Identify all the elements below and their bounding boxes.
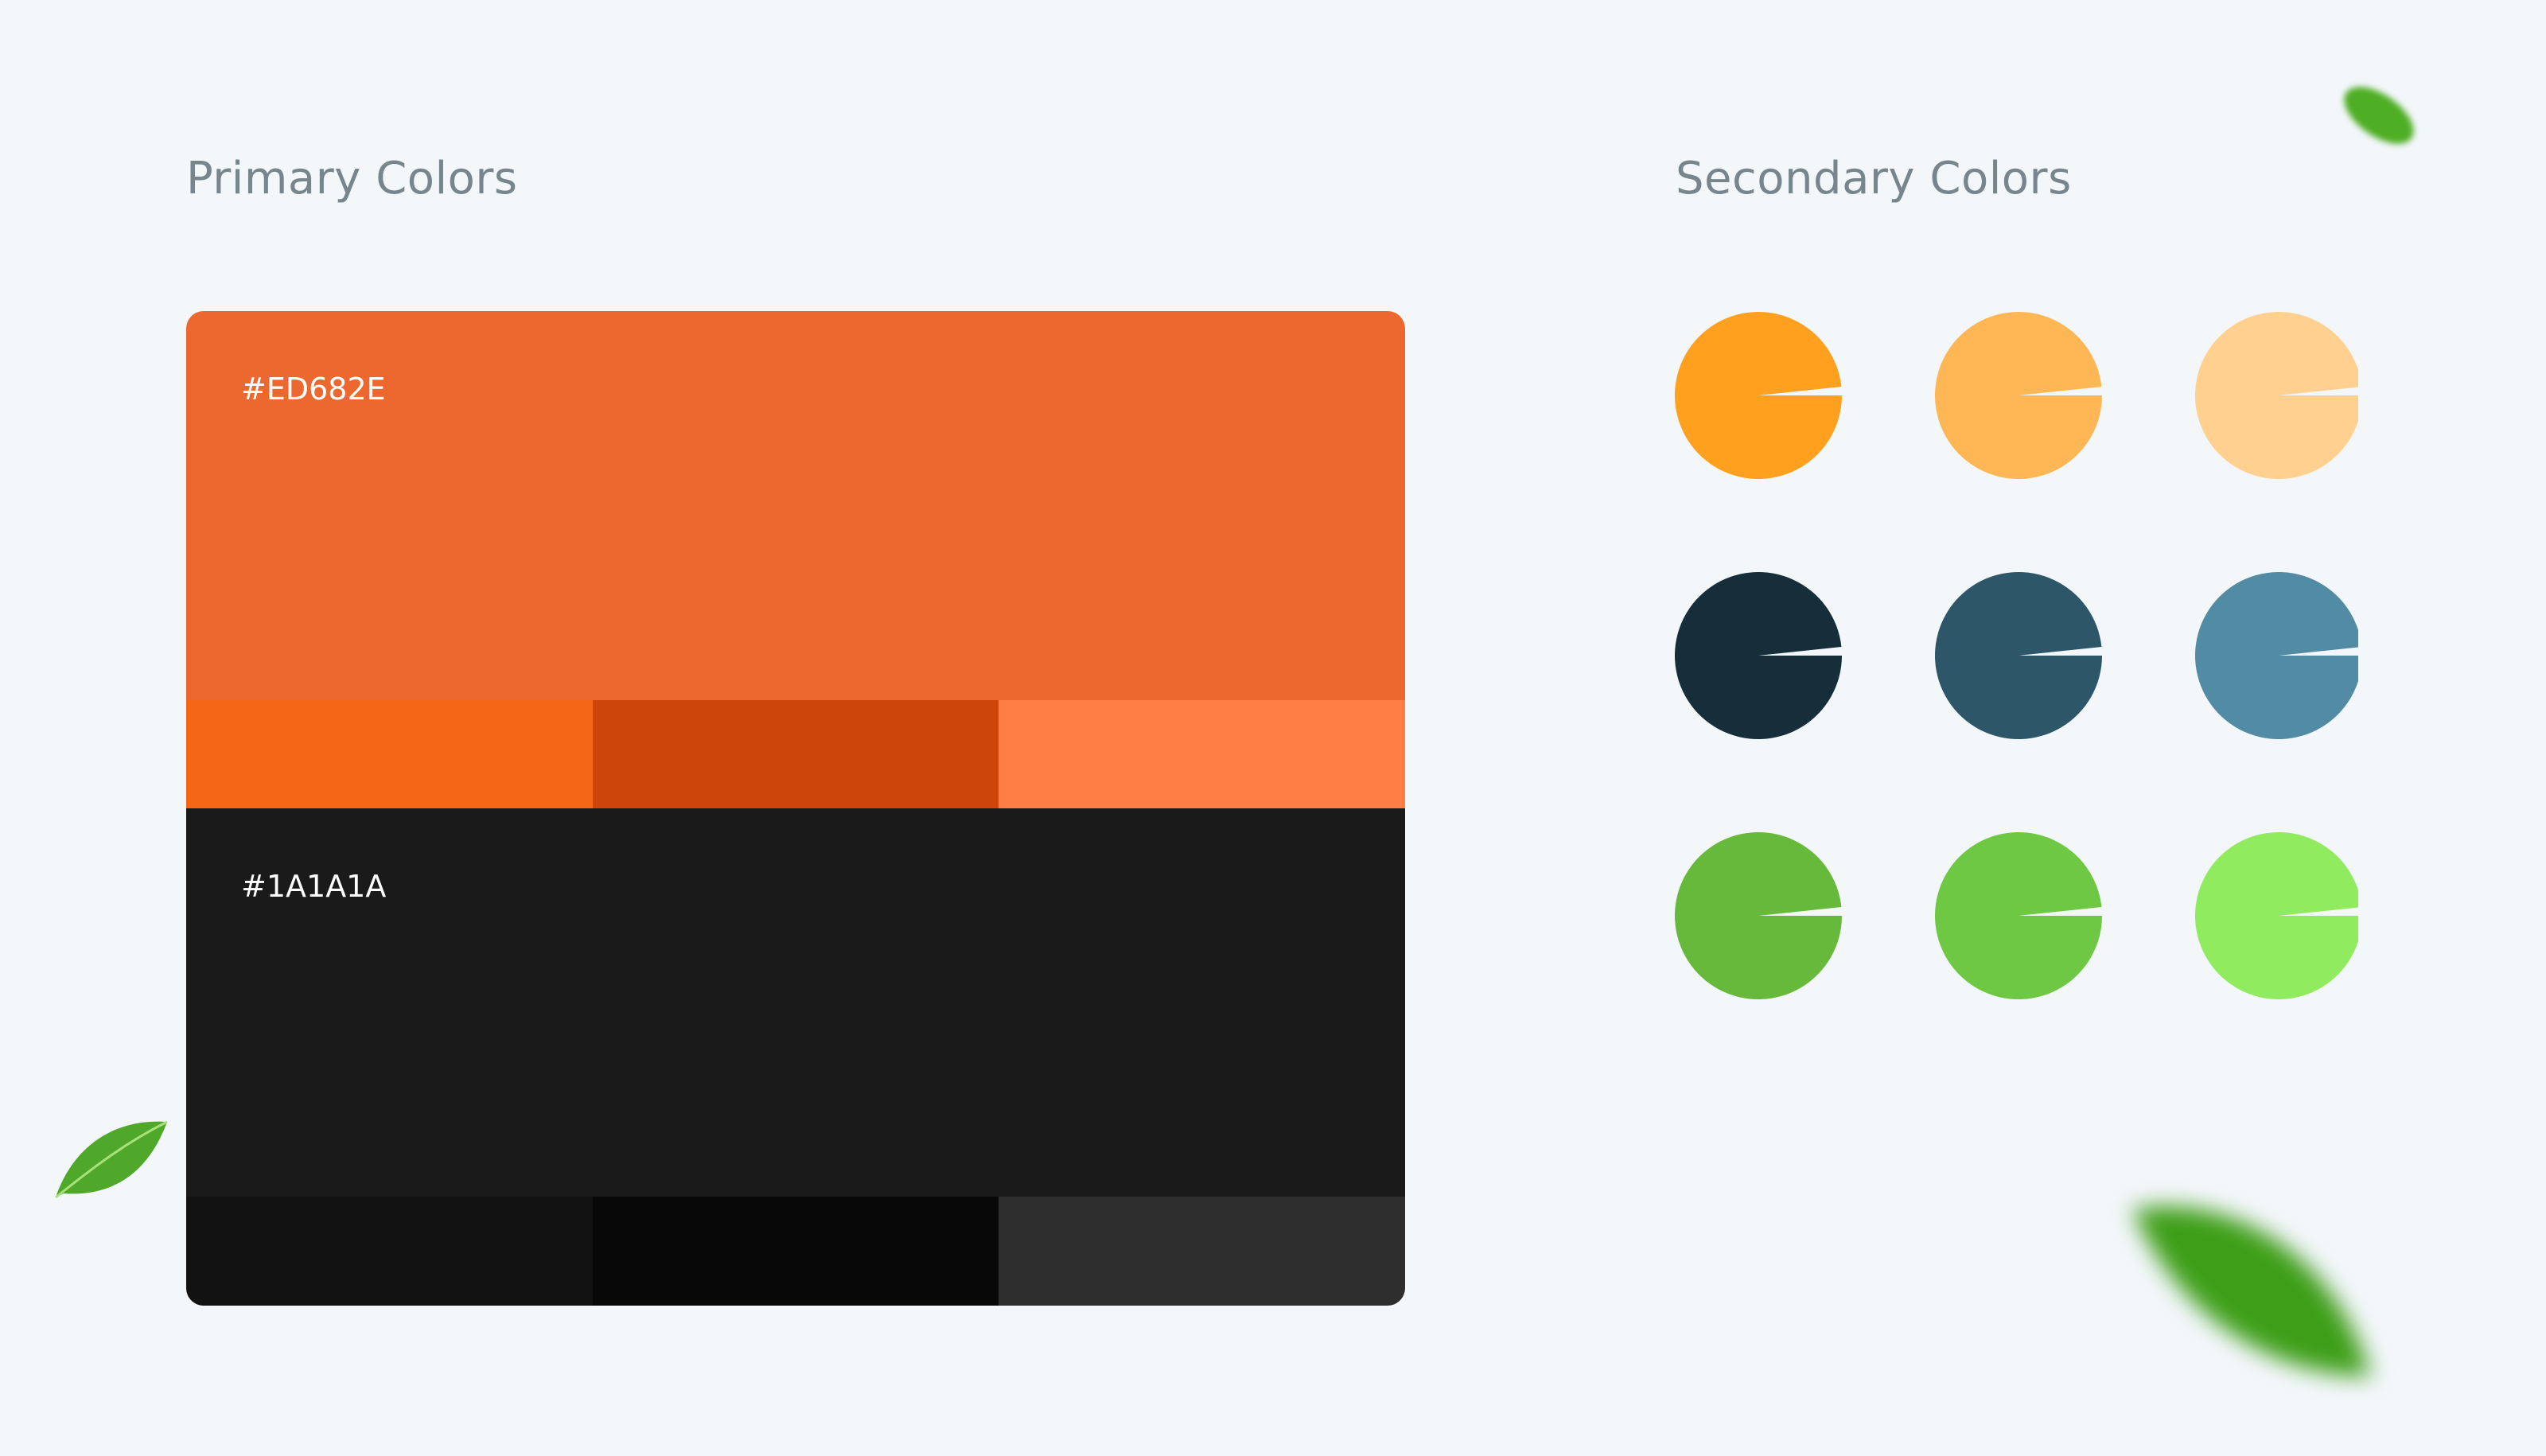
- primary-palette-card: #ED682E #1A1A1A: [186, 311, 1405, 1306]
- primary-colors-title: Primary Colors: [186, 153, 518, 204]
- leaf-icon: [55, 1120, 168, 1199]
- leaf-icon: [2344, 87, 2414, 144]
- hex-label: #1A1A1A: [241, 869, 387, 904]
- secondary-color-swatch: [1675, 572, 1842, 740]
- shade-swatch: [999, 1197, 1405, 1306]
- leaf-icon: [2132, 1206, 2371, 1376]
- secondary-color-swatch: [1675, 312, 1842, 480]
- secondary-color-swatch: [1935, 312, 2102, 480]
- primary-swatch-dark: #1A1A1A: [186, 808, 1405, 1197]
- secondary-color-grid: [1675, 311, 2358, 1000]
- secondary-color-swatch: [2195, 831, 2358, 999]
- orange-shades-row: [186, 700, 1405, 808]
- shade-swatch: [592, 700, 999, 808]
- secondary-color-swatch: [2195, 571, 2358, 739]
- secondary-color-swatch: [2195, 311, 2358, 479]
- shade-swatch: [186, 700, 593, 808]
- secondary-colors-title: Secondary Colors: [1676, 153, 2072, 204]
- secondary-color-swatch: [1675, 832, 1842, 999]
- shade-swatch: [592, 1197, 999, 1306]
- shade-swatch: [186, 1197, 593, 1306]
- hex-label: #ED682E: [241, 372, 386, 407]
- primary-swatch-orange: #ED682E: [186, 311, 1405, 700]
- dark-shades-row: [186, 1197, 1405, 1306]
- secondary-color-swatch: [1935, 832, 2102, 1000]
- secondary-color-swatch: [1935, 572, 2102, 740]
- shade-swatch: [999, 700, 1405, 808]
